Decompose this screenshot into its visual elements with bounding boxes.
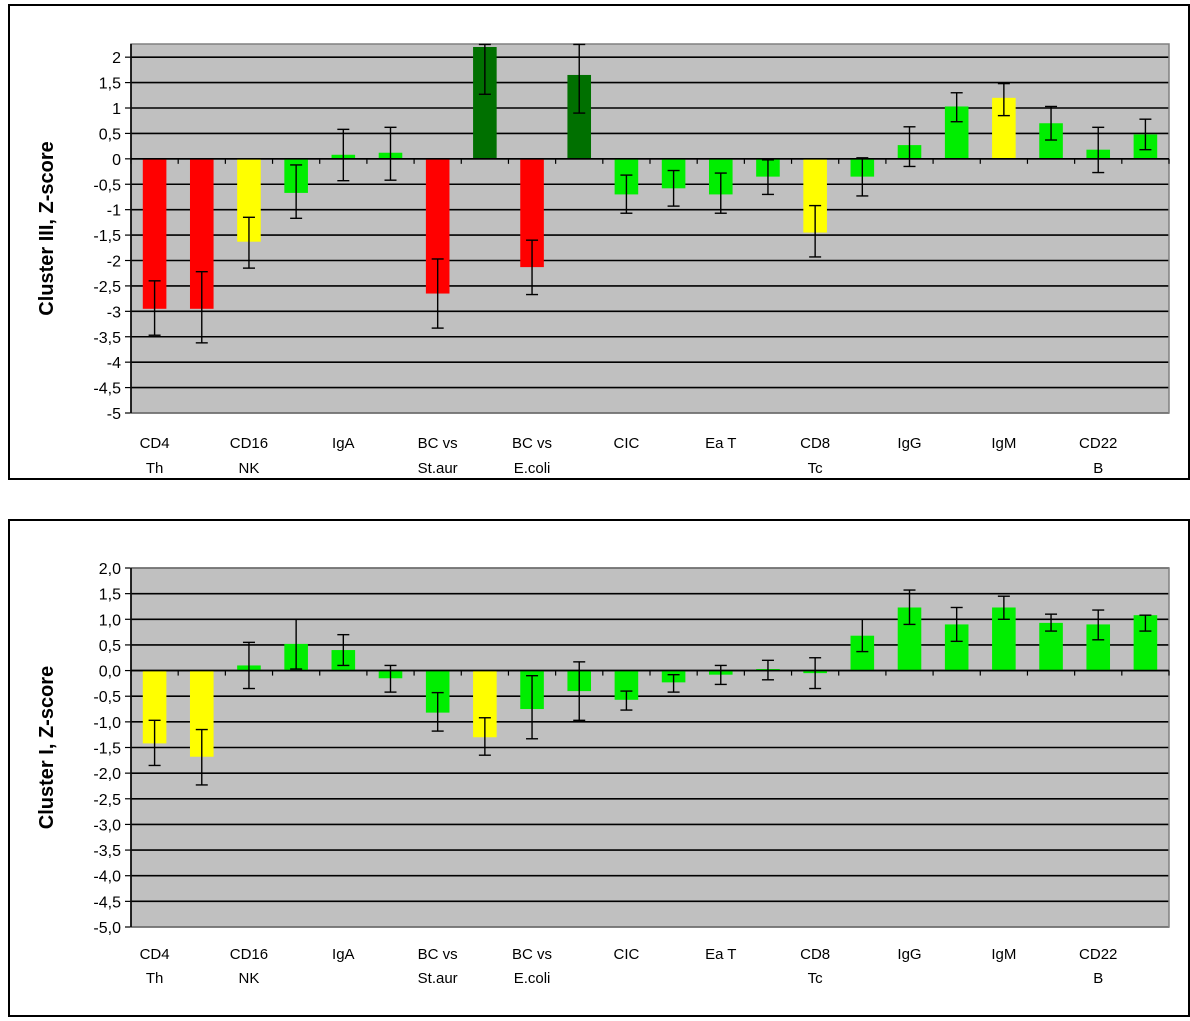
y-tick-label: -4,5 bbox=[93, 381, 121, 398]
x-category-label: IgM bbox=[991, 435, 1016, 452]
x-category-sublabel: E.coli bbox=[514, 460, 551, 477]
y-tick-label: -1,5 bbox=[93, 228, 121, 245]
x-category-sublabel: St.aur bbox=[418, 460, 458, 477]
y-tick-label: -5,0 bbox=[93, 920, 121, 937]
y-tick-label: 0,0 bbox=[99, 664, 121, 681]
y-tick-label: -1,5 bbox=[93, 741, 121, 758]
y-tick-label: -2,5 bbox=[93, 279, 121, 296]
x-category-label: CD22 bbox=[1079, 946, 1117, 963]
y-tick-label: -0,5 bbox=[93, 689, 121, 706]
y-tick-label: 2 bbox=[112, 50, 121, 67]
bar bbox=[992, 607, 1016, 671]
y-tick-label: 1 bbox=[112, 101, 121, 118]
y-tick-label: -4,0 bbox=[93, 869, 121, 886]
chart-cluster-iii-svg: 2 1,5 1 0,5 0 -0,5 -1 -1,5 -2 -2,5 -3 -3,5 -4 -4,5 -5 C… bbox=[36, 43, 1170, 477]
x-category-sublabel: B bbox=[1093, 970, 1103, 987]
y-tick-label: 0,5 bbox=[99, 638, 121, 655]
y-tick-label: -3,5 bbox=[93, 843, 121, 860]
y-tick-label: -0,5 bbox=[93, 177, 121, 194]
y-tick-label: 2,0 bbox=[99, 561, 121, 578]
y-tick-label: 1,0 bbox=[99, 612, 121, 629]
y-tick-label: 1,5 bbox=[99, 76, 121, 93]
x-category-label: BC vs bbox=[418, 946, 458, 963]
bar bbox=[473, 47, 497, 159]
x-category-label: IgM bbox=[991, 946, 1016, 963]
bar bbox=[992, 97, 1016, 159]
bar bbox=[850, 635, 875, 671]
bar bbox=[897, 607, 922, 671]
chart-cluster-i: 2,0 1,5 1,0 0,5 0,0 -0,5 -1,0 -1,5 -2,0 -2,5 -3,0 -… bbox=[8, 519, 1190, 1017]
y-tick-label: 0,5 bbox=[99, 126, 121, 143]
x-category-label: IgG bbox=[897, 946, 921, 963]
x-category-sublabel: St.aur bbox=[418, 970, 458, 987]
x-category-label: CD22 bbox=[1079, 435, 1117, 452]
bar bbox=[142, 158, 167, 309]
bar bbox=[425, 158, 450, 294]
y-tick-label: -2,0 bbox=[93, 766, 121, 783]
x-category-label: CD16 bbox=[230, 946, 268, 963]
y-tick-label: -4,5 bbox=[93, 894, 121, 911]
x-category-sublabel: E.coli bbox=[514, 970, 551, 987]
bar bbox=[944, 624, 969, 671]
x-category-label: CD4 bbox=[140, 946, 170, 963]
x-category-label: CD8 bbox=[800, 435, 830, 452]
bar bbox=[142, 670, 167, 744]
x-category-sublabel: Th bbox=[146, 970, 164, 987]
x-category-label: Ea T bbox=[705, 435, 736, 452]
bar bbox=[189, 670, 214, 757]
x-category-label: IgA bbox=[332, 435, 355, 452]
x-category-sublabel: Th bbox=[146, 460, 164, 477]
x-category-label: BC vs bbox=[418, 435, 458, 452]
y-axis-title: Cluster I, Z-score bbox=[36, 666, 58, 829]
y-tick-label: -1,0 bbox=[93, 715, 121, 732]
bar bbox=[1039, 622, 1063, 671]
bar bbox=[944, 106, 969, 159]
x-category-sublabel: Tc bbox=[808, 970, 824, 987]
bar bbox=[803, 158, 827, 233]
bar bbox=[1133, 615, 1158, 671]
y-tick-label: -5 bbox=[107, 406, 121, 423]
x-category-label: CD8 bbox=[800, 946, 830, 963]
x-category-sublabel: NK bbox=[239, 970, 260, 987]
x-category-sublabel: Tc bbox=[808, 460, 824, 477]
x-category-label: CD4 bbox=[140, 435, 170, 452]
bar bbox=[1086, 624, 1111, 671]
x-category-sublabel: B bbox=[1093, 460, 1103, 477]
y-tick-label: -4 bbox=[107, 355, 121, 372]
x-category-label: IgG bbox=[897, 435, 921, 452]
bar bbox=[614, 670, 639, 700]
y-tick-label: -2,5 bbox=[93, 792, 121, 809]
x-category-label: CIC bbox=[613, 435, 639, 452]
y-tick-label: -3,0 bbox=[93, 817, 121, 834]
x-category-sublabel: NK bbox=[239, 460, 260, 477]
x-category-label: CIC bbox=[613, 946, 639, 963]
x-category-label: BC vs bbox=[512, 946, 552, 963]
y-tick-label: -1 bbox=[107, 203, 121, 220]
bar bbox=[1039, 123, 1063, 159]
y-tick-label: -3,5 bbox=[93, 330, 121, 347]
x-category-label: IgA bbox=[332, 946, 355, 963]
x-category-label: BC vs bbox=[512, 435, 552, 452]
x-category-label: Ea T bbox=[705, 946, 736, 963]
chart-cluster-iii: 2 1,5 1 0,5 0 -0,5 -1 -1,5 -2 -2,5 -3 -3,5 -4 -4,5 -5 C… bbox=[8, 4, 1190, 480]
bar bbox=[567, 74, 592, 159]
x-category-label: CD16 bbox=[230, 435, 268, 452]
y-tick-label: 1,5 bbox=[99, 587, 121, 604]
y-tick-label: -2 bbox=[107, 254, 121, 271]
y-tick-label: -3 bbox=[107, 304, 121, 321]
bar bbox=[425, 670, 450, 713]
bar bbox=[473, 670, 497, 738]
y-axis-title: Cluster III, Z-score bbox=[36, 141, 58, 316]
chart-cluster-i-svg: 2,0 1,5 1,0 0,5 0,0 -0,5 -1,0 -1,5 -2,0 -2,5 -3,0 -… bbox=[36, 561, 1170, 987]
bar bbox=[237, 158, 261, 242]
y-tick-label: 0 bbox=[112, 152, 121, 169]
